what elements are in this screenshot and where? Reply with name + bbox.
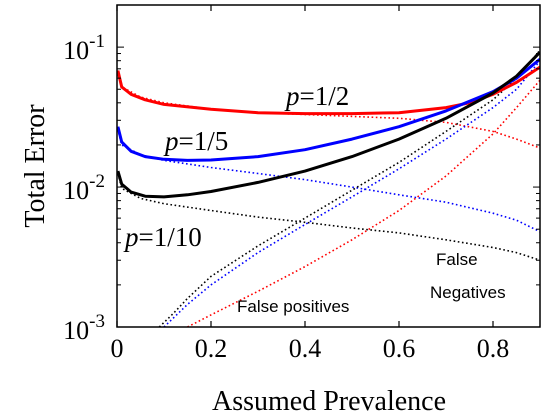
plot-frame bbox=[116, 4, 541, 328]
x-axis: 0 0.2 0.4 0.6 0.8 bbox=[111, 5, 510, 363]
x-tick-label: 0 bbox=[111, 334, 124, 363]
total-error-line-p-tenth bbox=[117, 51, 540, 199]
false-negatives-line-p-fifth bbox=[117, 128, 540, 233]
annotation-false-negatives-line2: Negatives bbox=[430, 283, 506, 302]
annotation-false-positives: False positives bbox=[237, 297, 349, 316]
total-error-line-p-fifth bbox=[117, 58, 540, 162]
plot-lines bbox=[117, 49, 540, 327]
y-tick-label: 10-3 bbox=[63, 311, 105, 345]
annotation-false-negatives-line1: False bbox=[436, 250, 478, 269]
x-tick-label: 0.2 bbox=[195, 334, 228, 363]
y-tick-label: 10-1 bbox=[63, 31, 105, 65]
x-tick-label: 0.8 bbox=[477, 334, 510, 363]
x-tick-label: 0.6 bbox=[383, 334, 416, 363]
series-label-p-fifth: p=1/5 bbox=[163, 126, 228, 156]
series-label-p-tenth: p=1/10 bbox=[123, 222, 202, 252]
false-negatives-line-p-tenth bbox=[117, 173, 540, 261]
y-axis-title: Total Error bbox=[20, 104, 51, 228]
false-positives-line-p-tenth bbox=[158, 49, 540, 327]
x-axis-title: Assumed Prevalence bbox=[212, 386, 446, 417]
y-axis: 10-3 10-2 10-1 bbox=[63, 4, 540, 345]
y-tick-label: 10-2 bbox=[63, 171, 105, 205]
series-label-p-half: p=1/2 bbox=[284, 81, 349, 111]
x-tick-label: 0.4 bbox=[289, 334, 322, 363]
